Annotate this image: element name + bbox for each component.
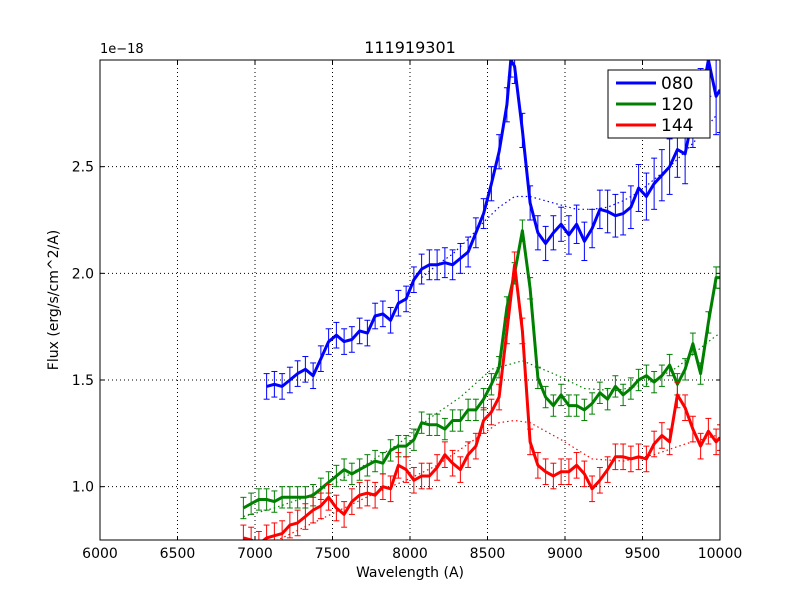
continuum-line-144 bbox=[275, 419, 717, 540]
x-tick-label: 8500 bbox=[470, 546, 506, 562]
y-tick-label: 2.0 bbox=[72, 266, 94, 282]
x-tick-label: 7500 bbox=[315, 546, 351, 562]
x-tick-label: 6500 bbox=[160, 546, 196, 562]
legend-label-080: 080 bbox=[661, 74, 693, 94]
series-line-080 bbox=[266, 60, 720, 388]
y-tick-label: 2.5 bbox=[72, 160, 94, 176]
y-tick-label: 1.5 bbox=[72, 373, 94, 389]
x-tick-label: 7000 bbox=[237, 546, 273, 562]
y-axis-label: Flux (erg/s/cm^2/A) bbox=[46, 230, 62, 370]
y-offset-label: 1e−18 bbox=[100, 42, 144, 57]
grid-lines bbox=[100, 60, 720, 540]
x-tick-label: 10000 bbox=[698, 546, 743, 562]
legend: 080 120 144 bbox=[607, 69, 711, 139]
legend-label-144: 144 bbox=[661, 116, 693, 136]
continuum-line-080 bbox=[421, 115, 717, 279]
legend-label-120: 120 bbox=[661, 95, 693, 115]
axis-ticks: 6000 6500 7000 7500 8000 8500 9000 9500 10000 1.0… bbox=[72, 60, 743, 562]
series-line-144 bbox=[243, 263, 720, 540]
x-tick-label: 8000 bbox=[392, 546, 428, 562]
x-tick-label: 9000 bbox=[547, 546, 583, 562]
x-tick-label: 6000 bbox=[82, 546, 118, 562]
x-axis-label: Wavelength (A) bbox=[356, 565, 464, 581]
x-tick-label: 9500 bbox=[625, 546, 661, 562]
chart-title: 111919301 bbox=[364, 38, 456, 57]
y-tick-label: 1.0 bbox=[72, 480, 94, 496]
series-line-120 bbox=[242, 229, 720, 510]
